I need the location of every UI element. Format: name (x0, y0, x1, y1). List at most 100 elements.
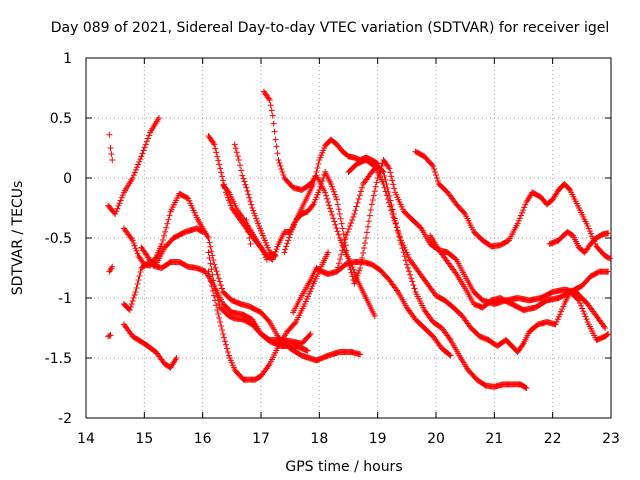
data-point-arc-20 (587, 230, 594, 237)
data-point-arc-5 (127, 304, 134, 310)
data-point-arc-20 (520, 207, 527, 214)
data-point-arc-15 (275, 157, 282, 163)
data-point-arc-7 (161, 232, 168, 239)
data-point-arc-15 (351, 269, 358, 276)
data-point-arc-17 (317, 184, 324, 190)
data-point-arc-9 (309, 283, 316, 290)
data-point-arc-1 (106, 131, 113, 138)
data-point-arc-2 (130, 172, 137, 179)
data-point-arc-13 (234, 153, 241, 160)
data-point-arc-18 (349, 217, 356, 223)
data-point-arc-17 (356, 267, 363, 274)
data-point-arc-19 (577, 300, 584, 307)
data-point-arc-9 (222, 338, 229, 345)
data-point-arc-7 (132, 245, 139, 252)
data-point-arc-15 (267, 102, 274, 109)
data-point-arc-2 (113, 208, 120, 215)
data-point-arc-17 (328, 183, 335, 190)
data-point-arc-11 (219, 173, 226, 180)
data-point-arc-9 (303, 295, 310, 302)
data-point-arc-18 (344, 229, 351, 235)
data-point-arc-19 (552, 321, 559, 328)
data-point-arc-7 (129, 237, 136, 244)
data-point-arc-17 (283, 243, 290, 250)
data-point-arc-13 (244, 188, 251, 194)
data-point-arc-15 (265, 95, 272, 102)
data-point-arc-17 (365, 218, 372, 225)
data-point-arc-2 (135, 161, 142, 168)
y-tick-label: -1 (58, 291, 72, 307)
data-point-arc-14 (245, 229, 252, 235)
data-point-arc-15 (330, 215, 337, 222)
data-point-arc-9 (219, 327, 226, 333)
data-point-arc-17 (389, 177, 396, 184)
data-point-arc-14 (246, 235, 253, 241)
data-point-arc-5 (134, 281, 141, 287)
data-point-arc-18 (404, 264, 411, 271)
data-point-arc-10 (207, 260, 214, 267)
data-point-arc-17 (318, 181, 325, 187)
data-point-arc-11 (210, 140, 217, 146)
data-point-arc-17 (362, 240, 369, 246)
data-point-arc-17 (370, 192, 377, 199)
data-point-arc-19 (389, 211, 396, 217)
data-point-arc-18 (352, 207, 359, 214)
data-point-arc-17 (339, 225, 346, 232)
data-point-arc-13 (242, 181, 249, 188)
data-point-arc-2 (143, 138, 150, 145)
data-point-arc-2 (139, 150, 146, 157)
data-point-arc-12 (224, 188, 231, 195)
data-point-arc-13 (245, 191, 252, 198)
data-point-arc-2 (146, 132, 153, 139)
data-point-arc-20 (432, 169, 439, 175)
x-axis-label: GPS time / hours (285, 459, 402, 475)
data-point-arc-15 (327, 205, 334, 212)
x-tick-labels: 14 15 16 17 18 19 20 21 22 23 (77, 431, 620, 447)
data-point-arc-13 (254, 218, 261, 224)
data-point-arc-18 (354, 199, 361, 206)
data-point-arc-17 (282, 246, 289, 253)
data-point-arc-1 (107, 145, 114, 151)
data-point-arc-17 (387, 169, 394, 176)
data-point-arc-17 (319, 178, 326, 184)
data-point-arc-14 (247, 241, 254, 247)
data-point-arc-9 (216, 315, 223, 321)
data-point-arc-20 (566, 186, 573, 192)
axis-ticks (85, 57, 612, 419)
data-point-arc-19 (395, 230, 402, 237)
data-point-arc-20 (589, 233, 596, 240)
data-point-arc-15 (279, 169, 286, 175)
data-point-arc-17 (351, 280, 358, 287)
data-point-arc-18 (333, 268, 340, 275)
data-point-arc-18 (409, 278, 416, 285)
data-point-arc-11 (215, 157, 222, 164)
data-point-arc-17 (352, 278, 359, 284)
data-point-arc-7 (210, 257, 217, 263)
data-point-arc-20 (517, 212, 524, 219)
data-point-arc-12 (263, 256, 270, 263)
data-point-arc-5 (132, 289, 139, 295)
data-point-arc-17 (369, 197, 376, 203)
data-point-arc-10 (304, 347, 311, 354)
data-point-arc-20 (606, 255, 613, 262)
data-point-arc-18 (343, 232, 350, 238)
data-point-arc-15 (277, 163, 284, 169)
data-point-arc-2 (155, 115, 162, 121)
data-point-arc-10 (216, 301, 223, 307)
data-point-arc-14 (243, 217, 250, 223)
data-point-arc-1 (109, 157, 116, 163)
data-point-arc-2 (118, 194, 125, 201)
data-point-arc-20 (519, 209, 526, 216)
data-point-arc-18 (339, 247, 346, 254)
data-point-arc-9 (223, 341, 229, 348)
data-point-arc-2 (112, 211, 119, 217)
data-point-arc-20 (431, 166, 438, 172)
data-point-arc-11 (217, 165, 224, 172)
x-tick-label: 15 (135, 431, 153, 447)
data-point-arc-18 (523, 385, 530, 391)
data-point-arc-17 (360, 250, 367, 256)
data-point-arc-13 (232, 145, 239, 152)
data-point-arc-18 (379, 168, 386, 174)
data-point-arc-18 (341, 239, 348, 246)
